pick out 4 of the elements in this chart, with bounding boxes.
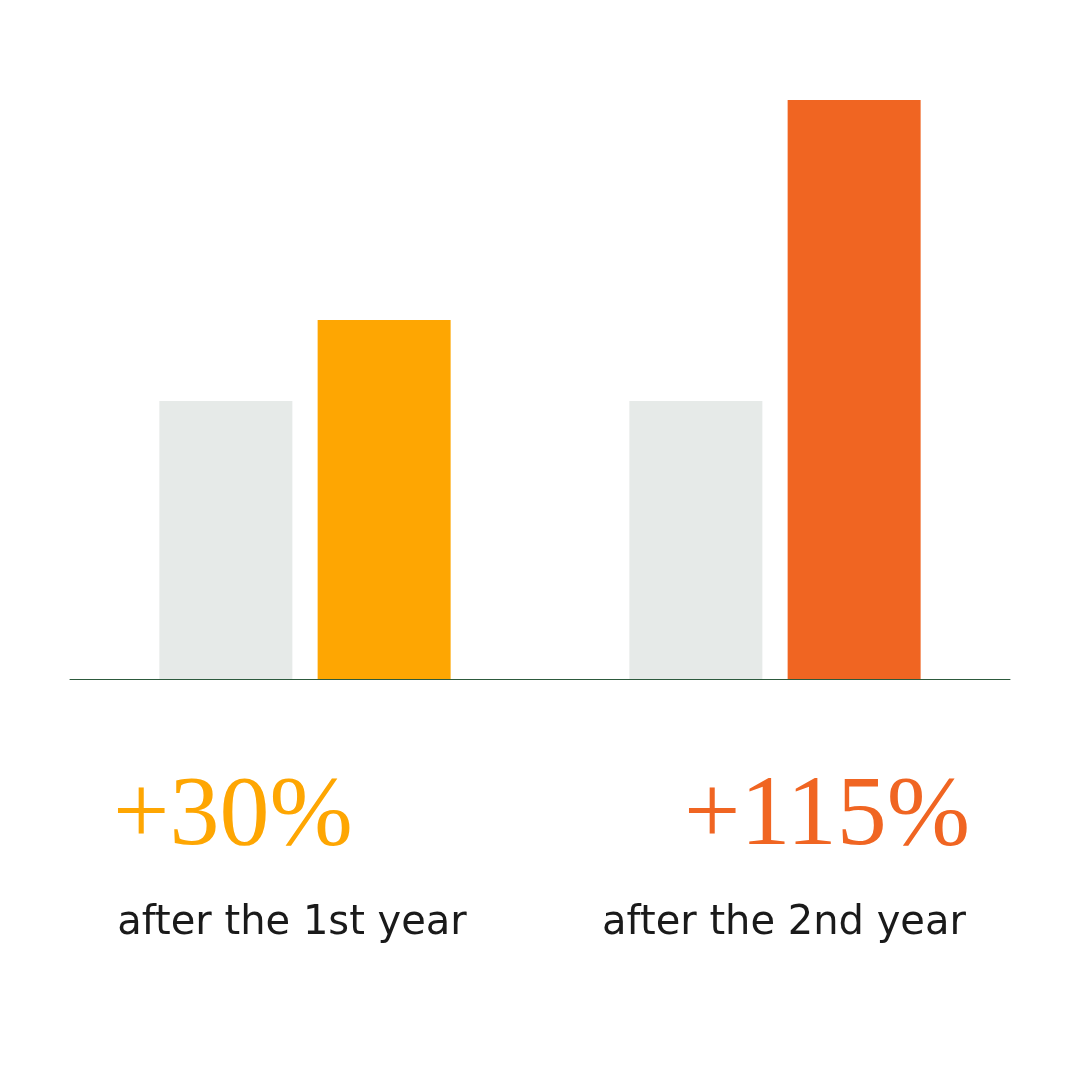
text: after the 2nd year [602,897,967,943]
text: after the 1st year [117,897,468,943]
text: +30% [113,754,353,866]
text: +115% [684,754,970,866]
